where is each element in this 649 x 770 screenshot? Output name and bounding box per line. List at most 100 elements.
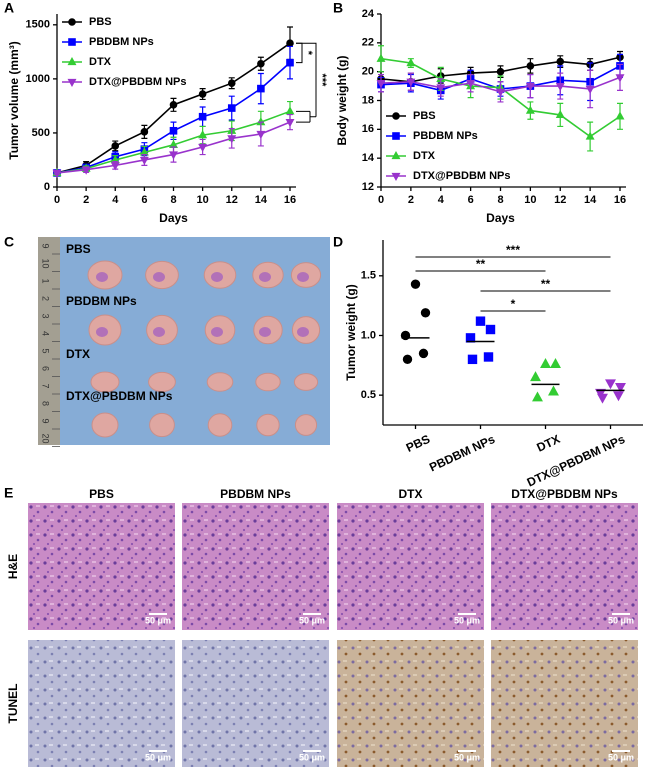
data-point [111, 142, 120, 150]
y-axis-label: Body weight (g) [335, 56, 349, 146]
data-point [530, 371, 541, 382]
data-point [420, 308, 431, 318]
x-tick-label: 16 [614, 194, 626, 206]
histology-image [491, 503, 638, 630]
legend-label: DTX [413, 150, 436, 162]
histology-image [491, 640, 638, 767]
data-point [227, 79, 236, 87]
x-tick-label: 16 [284, 194, 296, 206]
data-point [376, 53, 386, 62]
data-point [467, 354, 478, 365]
x-tick-label: 2 [408, 194, 414, 206]
tumor-spot [259, 327, 271, 337]
column-header: DTX@PBDBM NPs [511, 487, 618, 501]
x-tick-label: 12 [226, 194, 238, 206]
scale-bar-label: 50 μm [299, 752, 325, 762]
legend-swatch [68, 38, 76, 46]
panel-letter: E [4, 485, 13, 501]
tumor-spot [211, 272, 223, 282]
histology-image [28, 503, 175, 630]
data-point [585, 85, 595, 94]
data-point [556, 57, 565, 66]
x-tick-label: 6 [141, 194, 147, 206]
data-point [139, 156, 149, 165]
y-tick-label: 16 [362, 123, 374, 135]
ruler-label: 7 [41, 383, 51, 388]
x-tick-label: 4 [112, 194, 119, 206]
data-point [198, 90, 207, 98]
tumor [256, 413, 280, 437]
data-point [496, 88, 505, 97]
y-tick-label: 500 [32, 127, 50, 139]
data-point [110, 162, 120, 171]
histology-image [182, 503, 329, 630]
scale-bar-label: 50 μm [608, 752, 634, 762]
legend-swatch [391, 151, 401, 160]
x-tick-label: 14 [255, 194, 268, 206]
histology-image [337, 503, 484, 630]
legend-swatch [68, 18, 76, 26]
scale-bar-label: 50 μm [608, 615, 634, 625]
data-point [485, 324, 496, 335]
x-tick-label: 12 [554, 194, 566, 206]
data-point [227, 135, 237, 144]
data-point [540, 358, 551, 368]
column-header: DTX [399, 487, 423, 501]
data-point [286, 39, 294, 47]
data-point [525, 82, 535, 92]
data-point [285, 118, 295, 128]
panel-letter: C [4, 234, 14, 250]
tumor-spot [297, 272, 309, 282]
data-point [140, 128, 149, 136]
data-point [496, 67, 505, 76]
data-point [466, 80, 476, 89]
tumor [255, 372, 281, 392]
y-tick-label: 18 [362, 94, 374, 106]
histology-image [337, 640, 484, 767]
data-point [227, 104, 236, 112]
data-point [169, 126, 178, 135]
data-point [550, 358, 561, 368]
legend-swatch [67, 57, 77, 66]
significance-label: *** [506, 243, 520, 257]
y-tick-label: 1.5 [361, 270, 376, 282]
data-point [376, 80, 386, 89]
y-tick-label: 12 [362, 181, 374, 193]
x-tick-label: 0 [54, 194, 60, 206]
x-tick-label: 8 [497, 194, 503, 206]
ruler-label: 2 [41, 296, 51, 301]
group-label: PBS [66, 242, 91, 256]
row-label: TUNEL [6, 684, 20, 724]
tumor [293, 373, 319, 391]
tumor-spot [96, 272, 108, 282]
column-header: PBDBM NPs [220, 487, 291, 501]
data-point [286, 58, 294, 67]
panel-letter: D [333, 234, 343, 250]
data-point [198, 130, 208, 139]
tumor-spot [96, 327, 108, 337]
data-point [555, 109, 565, 119]
scale-bar-label: 50 μm [454, 615, 480, 625]
data-point [402, 354, 413, 365]
tumor-spot [259, 272, 271, 282]
significance-label: * [302, 51, 314, 56]
data-point [257, 59, 265, 68]
data-point [525, 105, 535, 114]
legend-label: PBS [413, 110, 436, 122]
y-tick-label: 1000 [26, 73, 50, 85]
ruler-label: 9 [41, 243, 51, 248]
group-label: PBDBM NPs [66, 294, 137, 308]
x-tick-label: 2 [83, 194, 89, 206]
tumor-spot [211, 327, 223, 337]
x-tick-label: 10 [524, 194, 536, 206]
significance-label: * [511, 297, 516, 311]
data-point [475, 316, 486, 326]
significance-bracket [296, 42, 303, 64]
data-point [555, 82, 565, 92]
ruler-label: 5 [41, 348, 51, 353]
scale-bar-label: 50 μm [454, 752, 480, 762]
significance-label: ** [541, 277, 551, 291]
data-point [81, 166, 91, 175]
tumor [149, 412, 175, 438]
